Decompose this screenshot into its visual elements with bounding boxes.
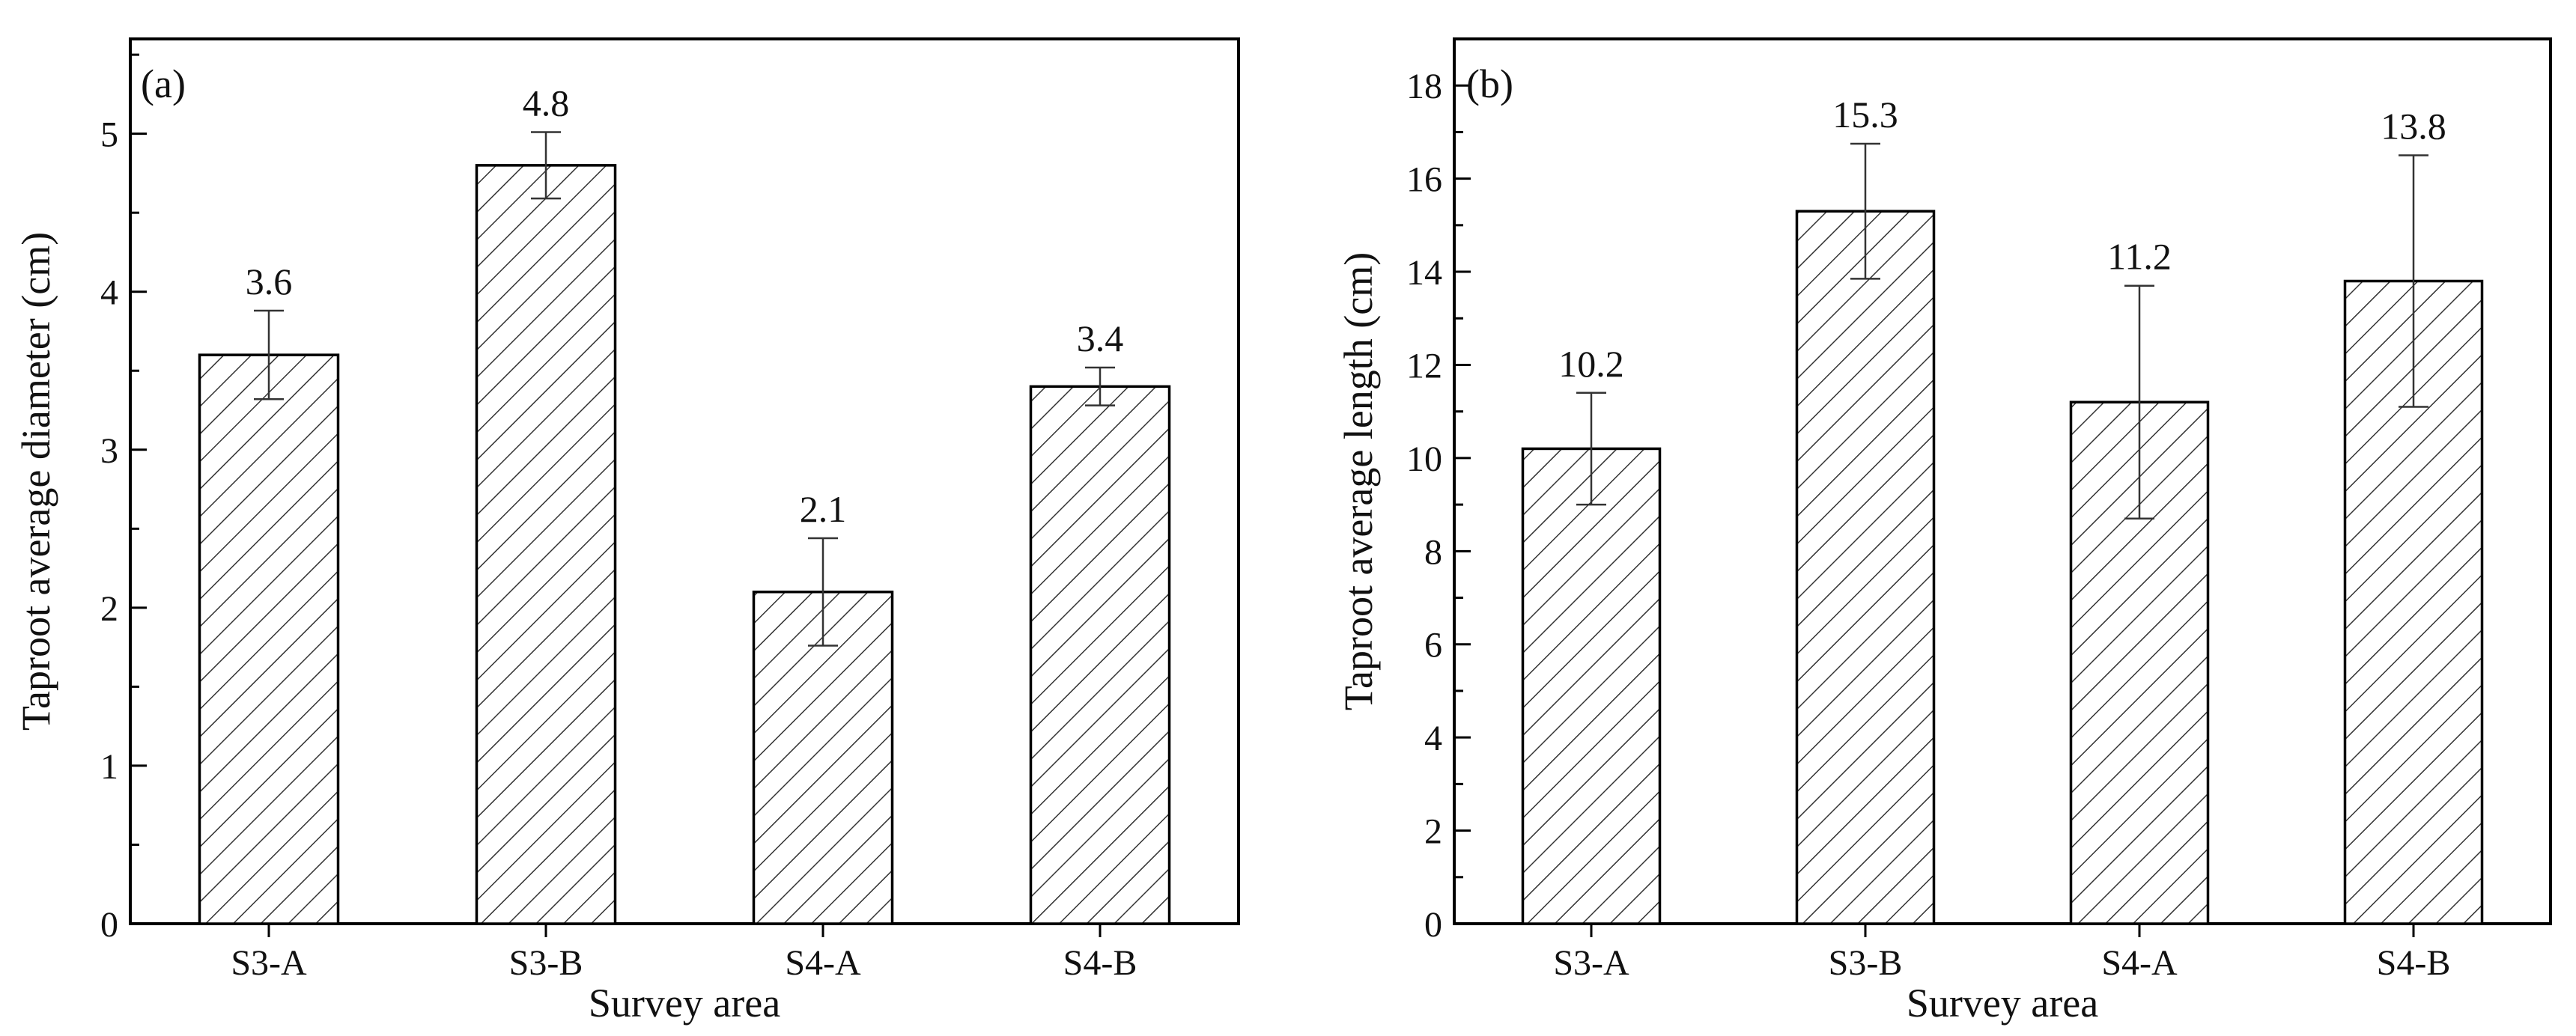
panel-label: (a)	[141, 61, 186, 106]
chart-panel-b: 0 2 4 6 8 10 12 14 16 18 10.2 S3-A 15.3 S3-B 11.2 S4-A 1…	[1336, 37, 2552, 1026]
y-tick-label: 2	[100, 589, 118, 629]
y-tick-label: 4	[100, 273, 118, 313]
y-tick-label: 6	[1424, 626, 1442, 665]
plot-frame	[129, 37, 1240, 925]
x-tick-label: S4-A	[785, 943, 861, 983]
x-tick-label: S4-B	[1063, 943, 1137, 983]
y-axis-label: Taproot average diameter (cm)	[13, 232, 58, 731]
y-tick-label: 3	[100, 431, 118, 471]
panel-label: (b)	[1466, 61, 1513, 106]
data-label: 10.2	[1558, 343, 1624, 385]
data-label: 11.2	[2107, 236, 2172, 278]
bar-s3-a	[198, 353, 340, 925]
x-tick-label: S3-A	[231, 943, 307, 983]
y-tick-label: 8	[1424, 532, 1442, 572]
x-tick-label: S3-B	[1829, 943, 1903, 983]
bar-s3-b	[475, 164, 617, 925]
x-tick-label: S4-A	[2101, 943, 2178, 983]
y-tick-label: 16	[1406, 160, 1442, 200]
data-label: 15.3	[1832, 94, 1898, 135]
y-tick-label: 12	[1406, 346, 1442, 386]
y-tick-label: 1	[100, 747, 118, 787]
x-tick-label: S3-B	[509, 943, 583, 983]
y-axis-label: Taproot average length (cm)	[1336, 252, 1381, 710]
y-tick-label: 18	[1406, 67, 1442, 106]
bar-s4-b	[1029, 385, 1171, 925]
y-tick-label: 4	[1424, 719, 1442, 758]
x-tick-label: S3-A	[1553, 943, 1629, 983]
x-tick-label: S4-B	[2377, 943, 2451, 983]
bar-s4-a	[752, 591, 894, 925]
data-label: 13.8	[2381, 106, 2446, 147]
data-label: 3.4	[1077, 317, 1124, 359]
y-tick-label: 5	[100, 115, 118, 155]
y-tick-label: 2	[1424, 812, 1442, 852]
y-tick-label: 10	[1406, 439, 1442, 479]
x-axis-label: Survey area	[589, 981, 780, 1026]
y-tick-label: 0	[1424, 905, 1442, 945]
y-tick-label: 0	[100, 905, 118, 945]
chart-panel-a: 0 1 2 3 4 5 3.6 S3-A 4.8 S3-B 2.1 S4-A 3.4 S4-B Survey…	[13, 37, 1240, 1026]
y-tick-label: 14	[1406, 253, 1442, 293]
data-label: 3.6	[246, 260, 293, 302]
data-label: 2.1	[800, 488, 847, 530]
plot-frame	[1453, 37, 2552, 925]
bar-s3-b	[1795, 210, 1936, 925]
data-label: 4.8	[523, 82, 570, 124]
bar-s3-a	[1521, 447, 1662, 925]
x-axis-label: Survey area	[1907, 981, 2098, 1026]
